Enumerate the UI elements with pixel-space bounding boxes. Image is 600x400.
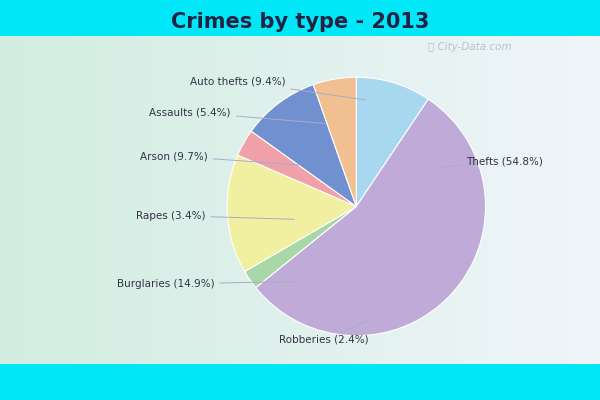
Text: Auto thefts (9.4%): Auto thefts (9.4%) [190, 76, 367, 100]
Wedge shape [356, 77, 428, 206]
Text: Rapes (3.4%): Rapes (3.4%) [136, 210, 294, 220]
Wedge shape [251, 84, 356, 206]
Text: Burglaries (14.9%): Burglaries (14.9%) [116, 279, 299, 289]
Text: Thefts (54.8%): Thefts (54.8%) [439, 156, 543, 168]
Wedge shape [245, 206, 356, 288]
Text: Assaults (5.4%): Assaults (5.4%) [149, 107, 325, 124]
Text: ⓘ City-Data.com: ⓘ City-Data.com [428, 42, 511, 52]
Wedge shape [238, 131, 356, 206]
Text: Robberies (2.4%): Robberies (2.4%) [279, 321, 369, 344]
Wedge shape [256, 99, 485, 336]
Wedge shape [227, 155, 356, 272]
Text: Arson (9.7%): Arson (9.7%) [140, 151, 299, 165]
Wedge shape [313, 77, 356, 206]
Text: Crimes by type - 2013: Crimes by type - 2013 [171, 12, 429, 32]
